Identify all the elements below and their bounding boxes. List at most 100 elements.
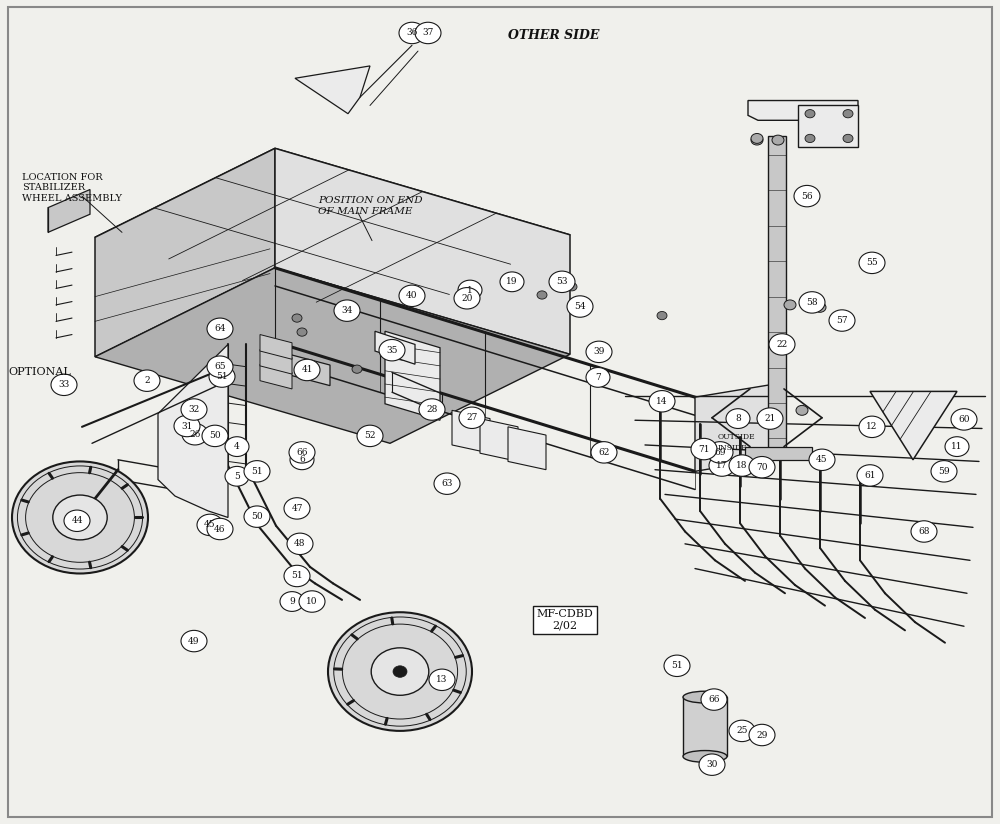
Circle shape [287, 533, 313, 555]
Circle shape [805, 134, 815, 143]
Circle shape [814, 302, 826, 312]
Text: 27: 27 [466, 414, 478, 422]
Text: 69: 69 [714, 448, 726, 456]
Polygon shape [260, 349, 292, 374]
Circle shape [51, 374, 77, 396]
Circle shape [691, 438, 717, 460]
Text: 68: 68 [918, 527, 930, 536]
Polygon shape [385, 331, 440, 420]
Circle shape [586, 368, 610, 387]
Circle shape [769, 334, 795, 355]
Circle shape [458, 280, 482, 300]
Text: 45: 45 [204, 521, 216, 529]
Text: 46: 46 [214, 525, 226, 533]
Circle shape [292, 314, 302, 322]
Circle shape [415, 22, 441, 44]
Circle shape [64, 510, 90, 531]
Text: 40: 40 [406, 292, 418, 300]
Circle shape [567, 296, 593, 317]
Polygon shape [295, 66, 370, 114]
Text: 25: 25 [736, 727, 748, 735]
Polygon shape [508, 427, 546, 470]
Text: 33: 33 [58, 381, 70, 389]
Text: 58: 58 [806, 298, 818, 307]
Circle shape [794, 185, 820, 207]
Text: 34: 34 [341, 307, 353, 315]
Circle shape [931, 461, 957, 482]
Circle shape [207, 518, 233, 540]
Polygon shape [48, 190, 90, 232]
Circle shape [419, 399, 445, 420]
Circle shape [459, 407, 485, 428]
Circle shape [649, 391, 675, 412]
Text: 54: 54 [574, 302, 586, 311]
Circle shape [805, 110, 815, 118]
Text: 37: 37 [422, 29, 434, 37]
Polygon shape [452, 410, 490, 453]
Ellipse shape [683, 691, 727, 703]
Circle shape [549, 271, 575, 293]
Circle shape [784, 300, 796, 310]
Text: 50: 50 [209, 432, 221, 440]
Circle shape [707, 442, 733, 463]
Circle shape [701, 689, 727, 710]
Polygon shape [260, 364, 292, 389]
Circle shape [859, 252, 885, 274]
Circle shape [207, 318, 233, 339]
Circle shape [289, 442, 315, 463]
Circle shape [729, 720, 755, 742]
Text: 10: 10 [306, 597, 318, 606]
Text: 22: 22 [776, 340, 788, 349]
Text: 57: 57 [836, 316, 848, 325]
Text: 5: 5 [234, 472, 240, 480]
Text: 36: 36 [406, 29, 418, 37]
Circle shape [796, 405, 808, 415]
Text: 7: 7 [595, 373, 601, 382]
Polygon shape [798, 105, 858, 147]
Circle shape [284, 565, 310, 587]
Circle shape [657, 311, 667, 320]
Polygon shape [480, 419, 518, 461]
Text: 1: 1 [467, 286, 473, 294]
Text: 8: 8 [735, 414, 741, 423]
Circle shape [207, 356, 233, 377]
Circle shape [181, 630, 207, 652]
Circle shape [729, 455, 755, 476]
Circle shape [951, 409, 977, 430]
Text: 60: 60 [958, 415, 970, 424]
Circle shape [809, 449, 835, 471]
Circle shape [202, 425, 228, 447]
Text: 64: 64 [214, 325, 226, 333]
Circle shape [709, 455, 735, 476]
Text: 53: 53 [556, 278, 568, 286]
Ellipse shape [683, 751, 727, 762]
Text: 12: 12 [866, 423, 878, 431]
Circle shape [757, 408, 783, 429]
Text: 32: 32 [188, 405, 200, 414]
Text: 48: 48 [294, 540, 306, 548]
Text: 66: 66 [296, 448, 308, 456]
Circle shape [244, 506, 270, 527]
Circle shape [379, 339, 405, 361]
Text: 55: 55 [866, 259, 878, 267]
Polygon shape [95, 148, 275, 357]
Text: 45: 45 [816, 456, 828, 464]
Text: POSITION ON END
OF MAIN FRAME: POSITION ON END OF MAIN FRAME [318, 196, 423, 216]
Text: OPTIONAL: OPTIONAL [8, 368, 71, 377]
Text: 51: 51 [216, 372, 228, 381]
Circle shape [726, 409, 750, 428]
Circle shape [181, 399, 207, 420]
Circle shape [454, 288, 480, 309]
Circle shape [284, 498, 310, 519]
Text: 52: 52 [364, 432, 376, 440]
Text: 29: 29 [756, 731, 768, 739]
Circle shape [352, 365, 362, 373]
Circle shape [371, 648, 429, 695]
Circle shape [328, 612, 472, 731]
Text: 11: 11 [951, 442, 963, 451]
Circle shape [799, 292, 825, 313]
Text: 20: 20 [461, 294, 473, 302]
Circle shape [843, 134, 853, 143]
Circle shape [699, 754, 725, 775]
Text: 31: 31 [181, 422, 193, 430]
